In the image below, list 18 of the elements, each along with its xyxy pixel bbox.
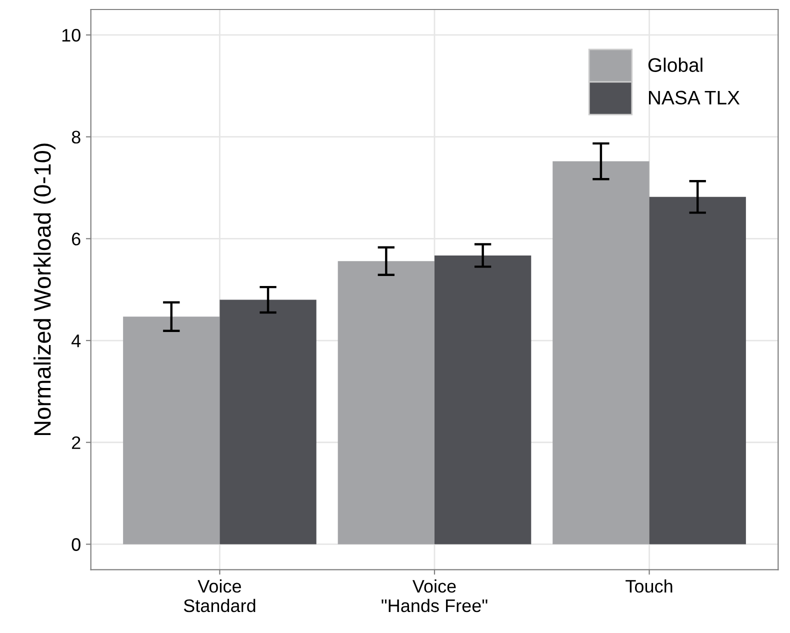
y-tick-label: 8 [72,130,80,144]
bar [220,300,316,544]
bar [434,255,532,544]
y-tick-label: 2 [72,436,80,449]
y-axis-title: Normalized Workload (0-10) [33,144,56,436]
y-tick-label: 0 [72,538,80,551]
x-tick-label: Touch [626,579,672,593]
legend-label: NASA TLX [649,90,740,105]
bar [552,161,650,544]
y-tick-label: 10 [62,28,80,42]
x-tick-label: Voice "Hands Free" [382,579,488,612]
y-tick-label: 6 [72,232,80,246]
x-tick-label: Voice Standard [184,579,256,612]
y-tick-label: 4 [72,334,81,348]
bar [123,316,220,544]
legend-label: Global [648,58,702,72]
bar [338,261,434,544]
bar [649,196,746,544]
